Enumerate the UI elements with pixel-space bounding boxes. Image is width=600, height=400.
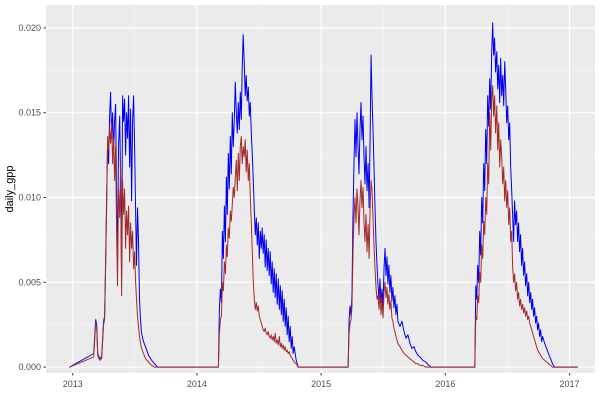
x-tick-label: 2017 bbox=[560, 379, 580, 389]
y-axis-title: daily_gpp bbox=[4, 165, 16, 212]
y-tick-label: 0.000 bbox=[18, 362, 41, 372]
plot-panel-layer bbox=[46, 5, 595, 373]
y-tick-label: 0.010 bbox=[18, 192, 41, 202]
plot-panel bbox=[46, 5, 595, 373]
x-tick-label: 2014 bbox=[187, 379, 207, 389]
x-tick-label: 2015 bbox=[311, 379, 331, 389]
y-tick-label: 0.005 bbox=[18, 277, 41, 287]
series-line-gpp_red bbox=[69, 85, 578, 368]
y-tick-label: 0.015 bbox=[18, 108, 41, 118]
x-tick-label: 2013 bbox=[63, 379, 83, 389]
series-line-gpp_blue bbox=[69, 22, 578, 368]
y-tick-label: 0.020 bbox=[18, 23, 41, 33]
series-layer bbox=[69, 22, 578, 368]
axis-layer: 2013 2014 2015 2016 2017 0.000 0.005 0.010 0.015… bbox=[18, 23, 579, 389]
x-tick-label: 2016 bbox=[435, 379, 455, 389]
